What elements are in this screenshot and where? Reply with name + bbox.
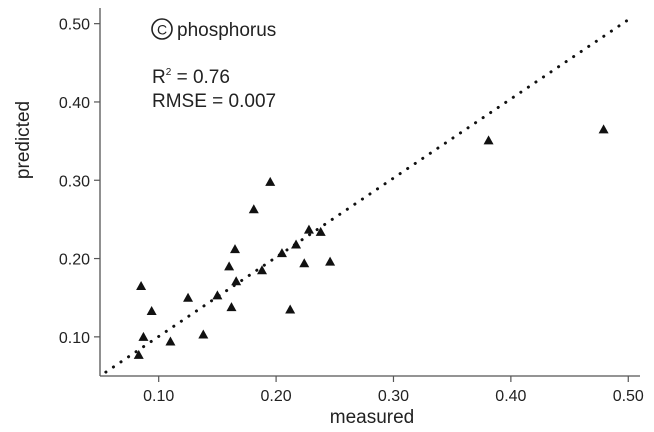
r-squared-value: = 0.76 — [171, 67, 230, 88]
data-point-triangle — [165, 336, 176, 346]
data-point-triangle — [299, 258, 310, 268]
x-tick-label: 0.50 — [613, 388, 644, 405]
data-point-triangle — [230, 244, 240, 254]
r-squared-superscript: 2 — [166, 67, 172, 78]
data-point-triangle — [136, 280, 147, 290]
data-point-triangle — [276, 248, 287, 258]
y-tick-label: 0.40 — [59, 95, 90, 112]
data-point-triangle — [212, 290, 223, 300]
x-axis-title: measured — [330, 407, 415, 428]
data-point-triangle — [303, 224, 314, 234]
data-point-triangle — [231, 276, 242, 286]
copyright-circle-icon — [151, 18, 173, 40]
x-axis-ticks: 0.10 0.20 0.30 0.40 0.50 — [143, 376, 644, 405]
element-label: phosphorus — [177, 20, 276, 41]
data-point-triangle — [285, 304, 296, 314]
x-tick-label: 0.30 — [378, 388, 409, 405]
x-tick-label: 0.10 — [143, 388, 174, 405]
copyright-letter: C — [157, 22, 167, 38]
data-point-triangle — [265, 176, 276, 186]
data-point-triangle — [138, 331, 149, 341]
axes — [99, 8, 640, 377]
data-point-triangle — [183, 292, 194, 302]
data-point-triangle — [198, 329, 209, 339]
data-point-triangle — [325, 256, 336, 266]
r-squared-annotation: R2 = 0.76 — [152, 67, 230, 88]
y-tick-label: 0.10 — [59, 330, 90, 347]
y-tick-label: 0.50 — [59, 17, 90, 34]
data-point-triangle — [224, 261, 235, 271]
data-point-triangle — [483, 135, 494, 145]
y-tick-label: 0.30 — [59, 173, 90, 190]
x-tick-label: 0.40 — [495, 388, 526, 405]
data-point-triangle — [257, 265, 267, 275]
rmse-annotation: RMSE = 0.007 — [152, 91, 276, 112]
data-point-triangle — [248, 204, 259, 214]
y-tick-label: 0.20 — [59, 252, 90, 269]
data-point-triangle — [133, 349, 144, 359]
x-tick-label: 0.20 — [261, 388, 292, 405]
data-point-triangle — [146, 306, 157, 316]
r-squared-letter: R — [152, 67, 166, 88]
data-points — [133, 124, 609, 359]
data-point-triangle — [226, 302, 237, 312]
data-point-triangle — [598, 124, 609, 134]
y-axis-ticks: 0.10 0.20 0.30 0.40 0.50 — [59, 17, 100, 347]
data-point-triangle — [315, 226, 326, 236]
data-point-triangle — [291, 239, 302, 249]
annotation-block: C phosphorus R2 = 0.76 RMSE = 0.007 — [151, 18, 276, 112]
y-axis-title: predicted — [13, 101, 34, 179]
